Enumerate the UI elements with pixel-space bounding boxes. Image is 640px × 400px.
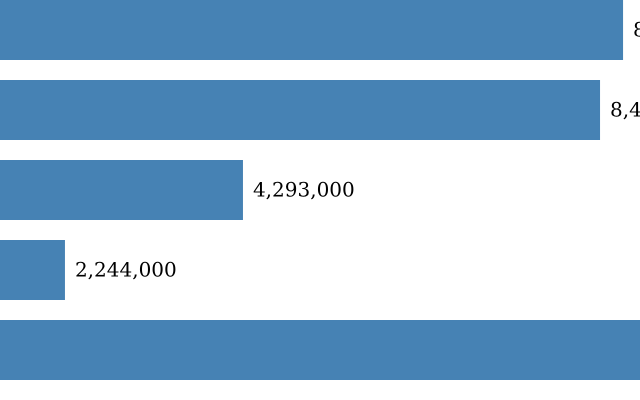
bar: [0, 80, 601, 140]
bar: [0, 240, 65, 300]
value-label: 2,244,000: [75, 258, 177, 282]
bar: [0, 0, 624, 60]
value-label: 8,668,000: [633, 18, 640, 42]
bar: [0, 160, 243, 220]
value-label: 8,403,000: [610, 98, 640, 122]
value-label: 4,293,000: [253, 178, 355, 202]
bar: [0, 320, 640, 380]
